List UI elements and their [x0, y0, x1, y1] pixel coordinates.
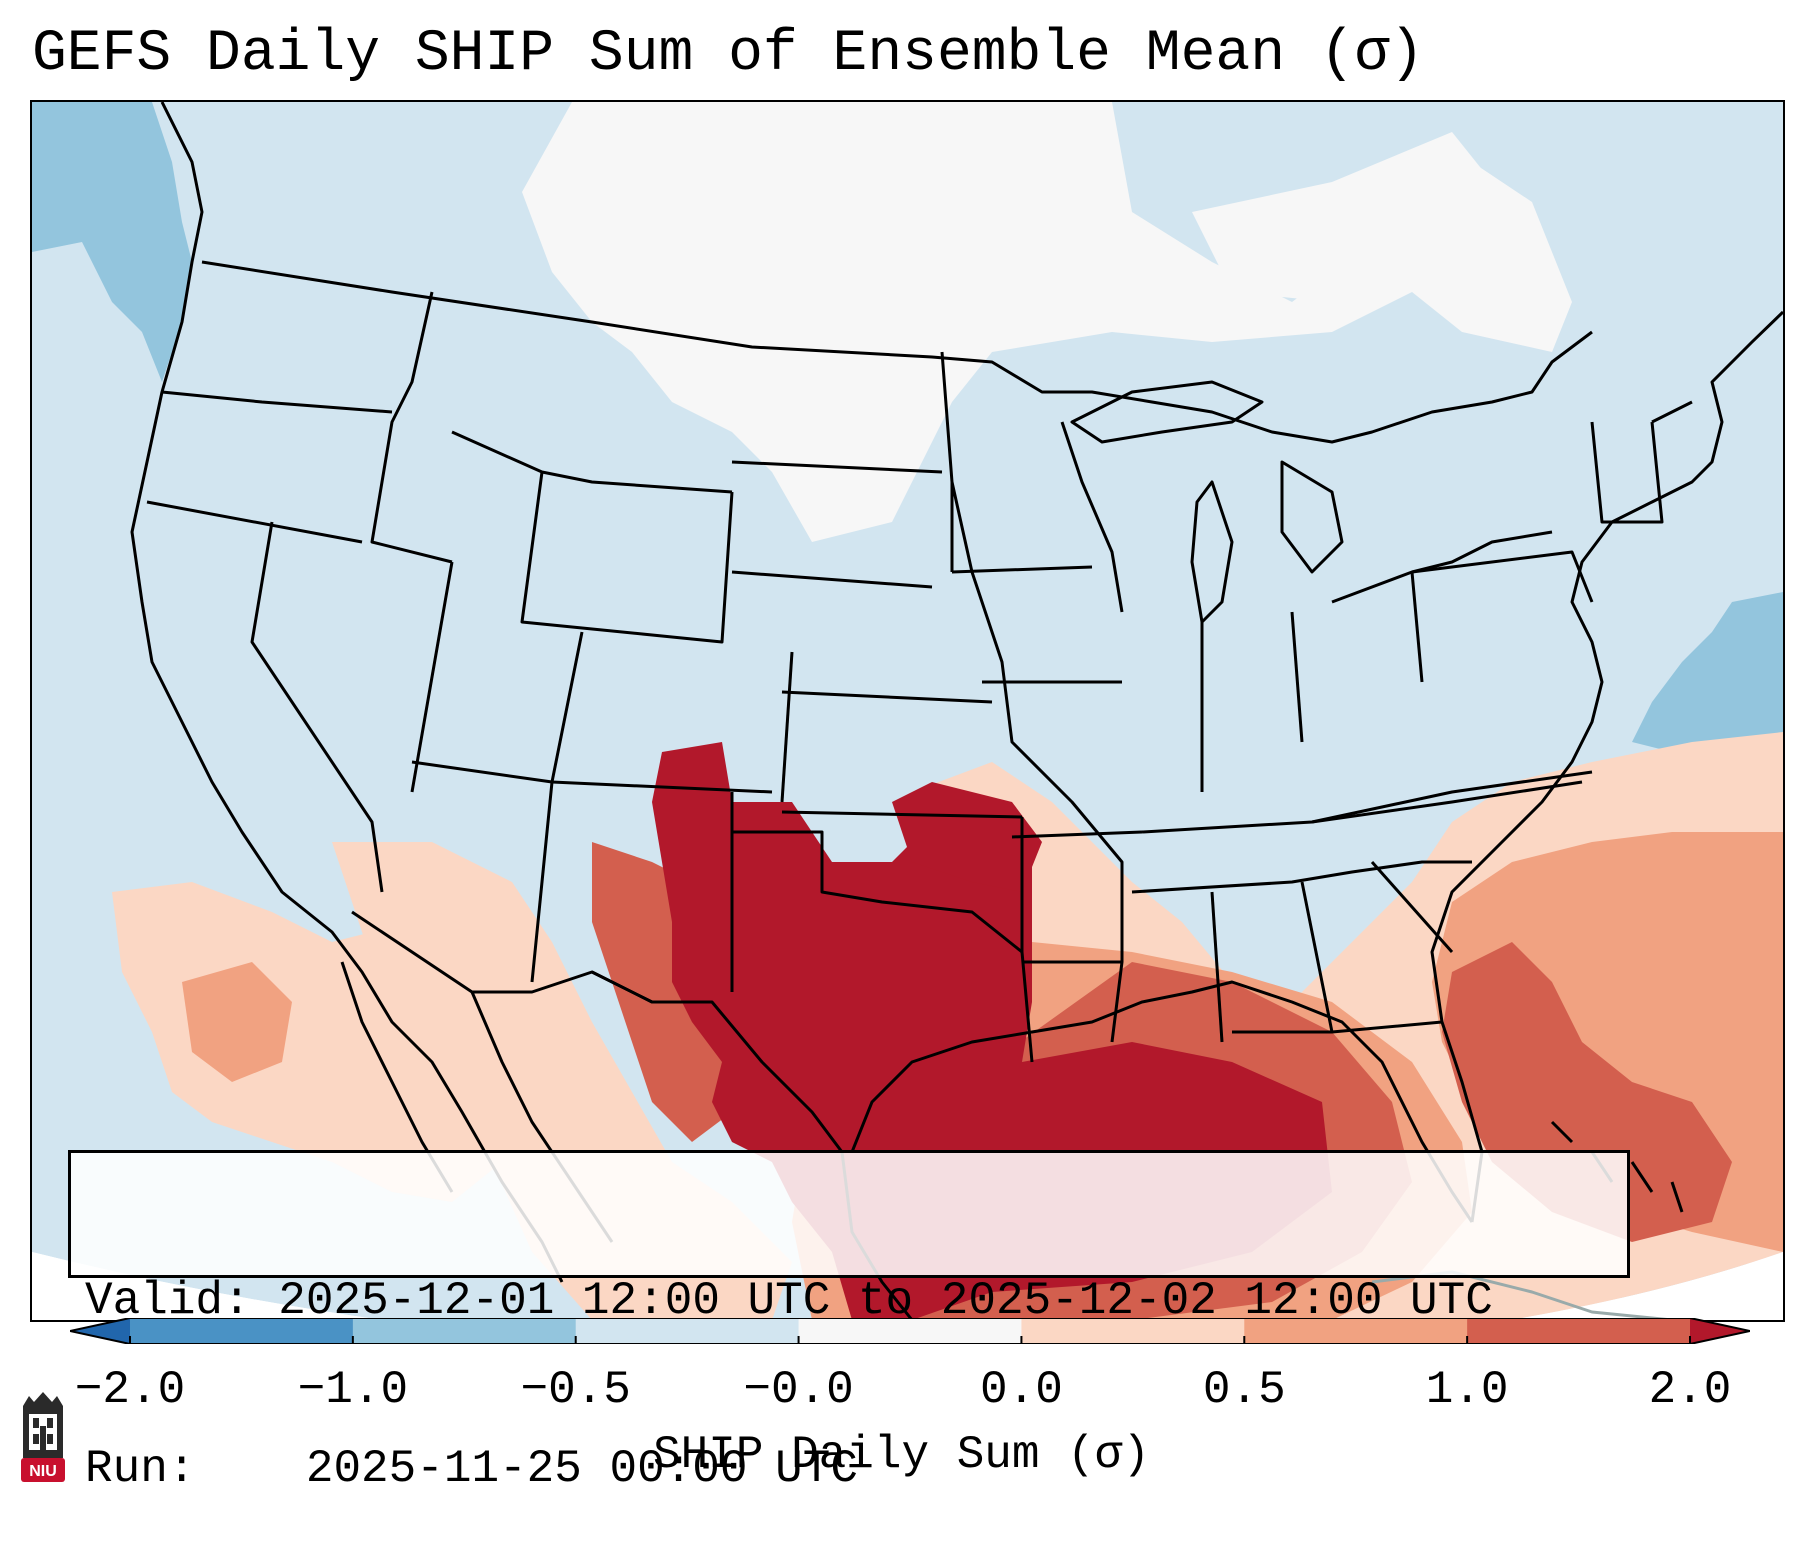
oh-pa-border: [1410, 571, 1424, 683]
colorbar-tick-label: −0.5: [520, 1364, 631, 1416]
or-ca-border: [146, 500, 363, 544]
ca-nv-border: [250, 521, 384, 893]
mexico-border: [351, 910, 653, 1004]
colorbar-label: SHIP Daily Sum (σ): [653, 1429, 1150, 1481]
tn-south-border: [1131, 860, 1472, 894]
colorbar-tick-label: −1.0: [297, 1364, 409, 1416]
lake-superior: [1070, 380, 1264, 444]
colorbar-tick-label: 0.0: [980, 1364, 1063, 1416]
us-outline: [130, 102, 564, 1283]
tx-la-border: [1020, 951, 1034, 1063]
valid-time-box: Valid: 2025-12-01 12:00 UTC to 2025-12-0…: [68, 1150, 1630, 1495]
lake-michigan: [1190, 480, 1234, 624]
colorbar-tick-label: −0.0: [743, 1364, 854, 1416]
al-ga-border: [1300, 881, 1334, 1033]
in-oh-border: [1290, 611, 1304, 743]
niu-logo: NIU: [21, 1392, 65, 1482]
colorbar-segment: [1467, 1318, 1691, 1344]
field-negative-pacific-nw: [32, 102, 192, 382]
colorbar-segment: [798, 1318, 1022, 1344]
run-label: Run:: [85, 1443, 196, 1495]
pa-ny-border: [1411, 550, 1594, 603]
sd-ne-border: [731, 570, 933, 589]
state-boundaries: [130, 102, 1783, 1320]
field-moderate-positive-baja: [182, 962, 292, 1082]
field-very-strong-positive-oklahoma: [892, 782, 1042, 892]
run-value: 2025-11-25 00:00 UTC: [305, 1443, 858, 1495]
ky-tn-border: [1141, 780, 1583, 834]
colorbar-segment: [130, 1318, 354, 1344]
mississippi-river: [950, 481, 1124, 1043]
colorbar-tick-label: 2.0: [1648, 1364, 1732, 1416]
map-title: GEFS Daily SHIP Sum of Ensemble Mean (σ): [32, 22, 1425, 87]
map-panel: [30, 100, 1785, 1322]
colorbar-tick-label: −2.0: [74, 1364, 186, 1416]
colorbar-segment: [575, 1318, 800, 1344]
ms-al-border: [1210, 891, 1224, 1043]
colorbar-segment: [1244, 1318, 1468, 1344]
lake-huron: [1280, 460, 1344, 574]
co-ks-border: [780, 651, 794, 803]
wa-or-border: [161, 390, 393, 414]
wy-border: [520, 471, 734, 644]
canada-border: [201, 260, 1593, 444]
run-line: Run: 2025-11-25 00:00 UTC: [85, 1441, 1613, 1497]
lake-erie-ontario: [1331, 530, 1553, 604]
nv-ut-border: [410, 561, 454, 793]
ok-panhandle: [732, 830, 1023, 954]
id-border: [370, 291, 453, 564]
mn-ia-border: [951, 565, 1093, 574]
mt-wy-border: [451, 430, 733, 494]
ks-ok-border: [781, 810, 1023, 819]
az-nm-border: [530, 781, 554, 983]
colorbar-tick-label: 1.0: [1425, 1364, 1509, 1416]
nc-va-border: [1311, 770, 1593, 824]
colorbar-segment: [1021, 1318, 1245, 1344]
colorbar-tick-label: 0.5: [1202, 1364, 1286, 1416]
ne-states: [1590, 400, 1693, 524]
colorbar-segments: [70, 1318, 1750, 1344]
ga-sc-border: [1370, 861, 1454, 953]
wi-mi: [1060, 421, 1124, 613]
colorbar-extend-high: [1690, 1318, 1750, 1344]
colorbar-extend-low: [70, 1318, 130, 1344]
shaded-field: [32, 102, 1783, 1320]
field-near-zero-northeast: [1192, 132, 1492, 302]
colorbar-segment: [352, 1318, 577, 1344]
ga-fl-border: [1232, 1020, 1443, 1034]
ut-co-border: [550, 631, 584, 783]
colorbar: [70, 1318, 1750, 1344]
ship-map: [32, 102, 1783, 1320]
dakotas-border: [731, 460, 943, 474]
east-coast: [1430, 310, 1783, 1223]
ne-ks-border: [781, 690, 993, 704]
mo-ar-border: [1011, 830, 1143, 839]
field-near-zero-north: [522, 102, 1572, 542]
niu-logo-text: NIU: [29, 1463, 57, 1480]
